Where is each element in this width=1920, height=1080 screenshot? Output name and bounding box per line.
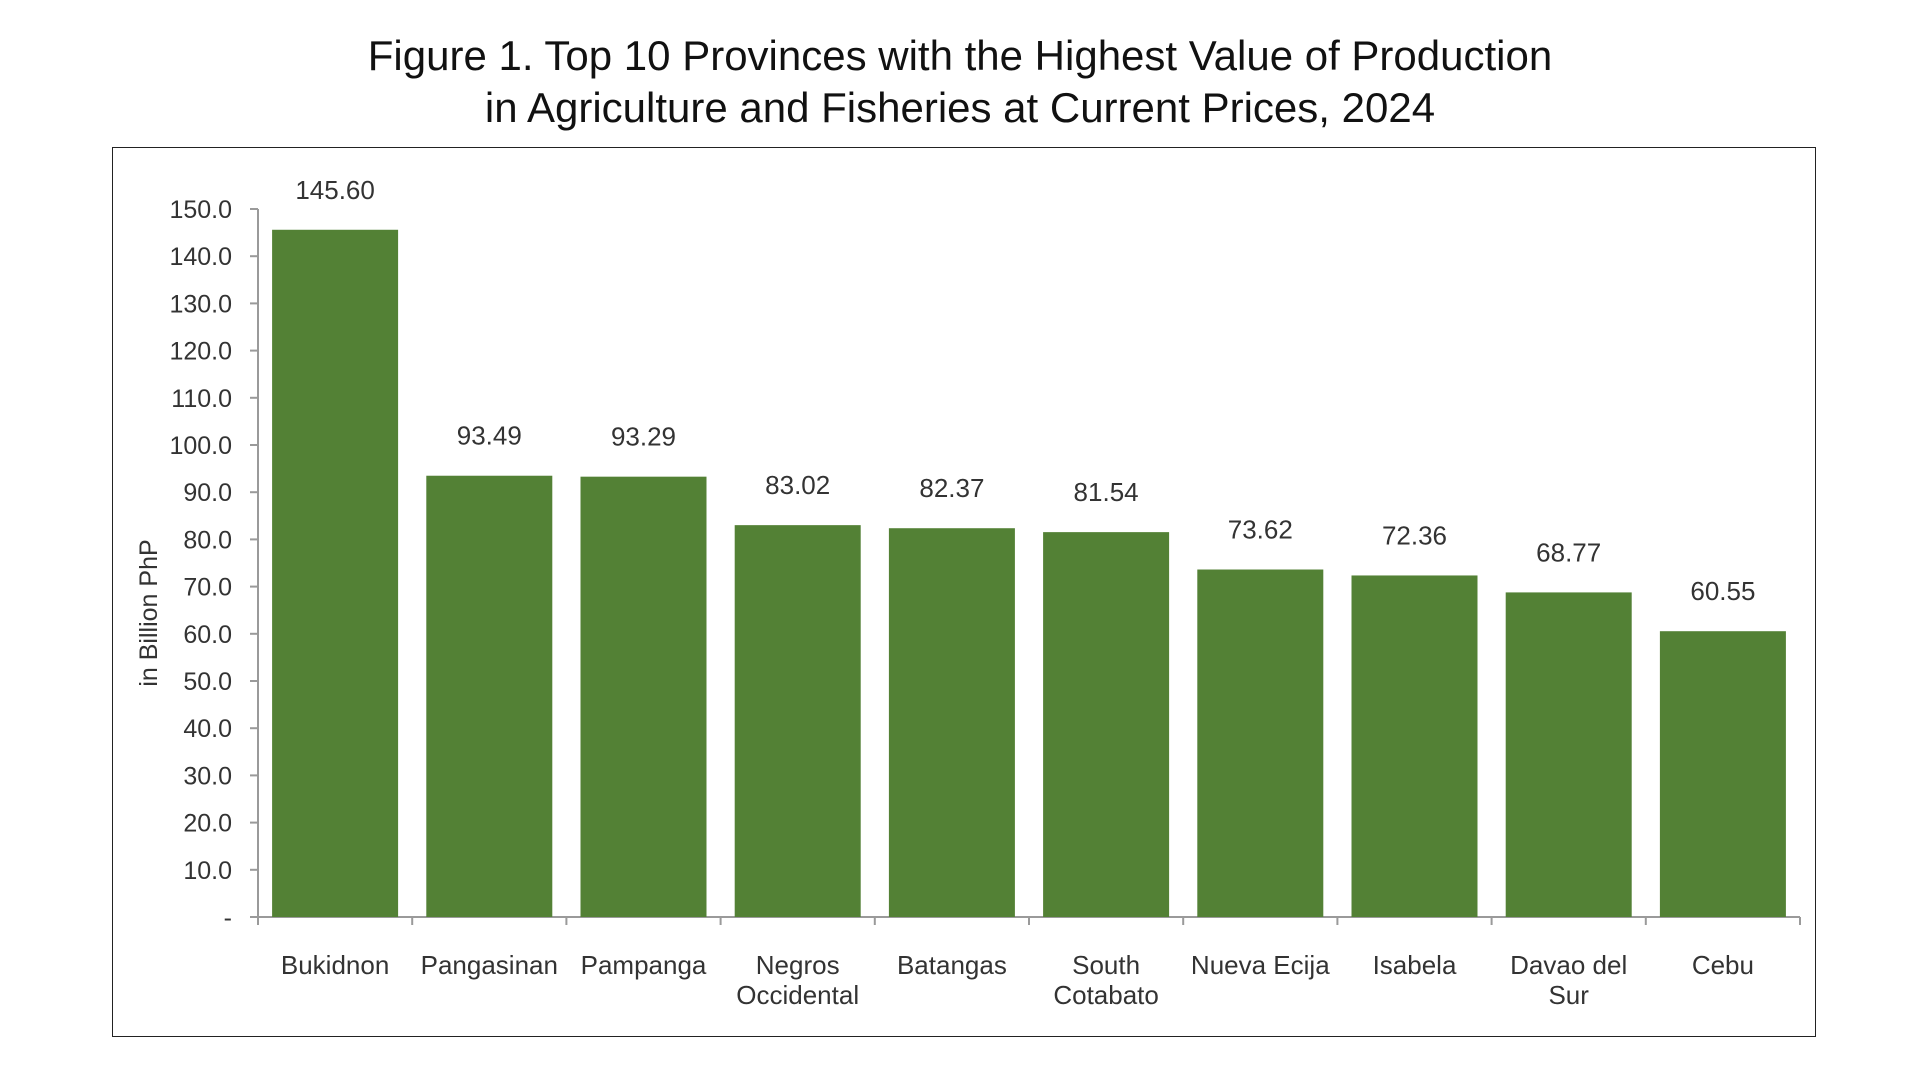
category-label: Davao del	[1510, 950, 1627, 980]
y-tick-label: 140.0	[169, 243, 232, 271]
y-tick-label: 100.0	[169, 432, 232, 460]
bar	[888, 528, 1015, 917]
y-tick-label: 110.0	[171, 385, 232, 413]
data-label: 73.62	[1228, 515, 1293, 545]
y-axis-title: in Billion PhP	[135, 539, 163, 686]
x-axis	[257, 916, 1801, 925]
category-label: Cebu	[1692, 950, 1754, 980]
chart-title-line-2: in Agriculture and Fisheries at Current …	[484, 84, 1436, 131]
y-tick-label: 60.0	[183, 621, 232, 649]
y-tick-label: 90.0	[183, 479, 232, 507]
category-label: Cotabato	[1053, 980, 1159, 1010]
y-tick-label: -	[224, 904, 232, 932]
bar	[1197, 569, 1324, 917]
bar	[426, 475, 553, 917]
y-tick-label: 120.0	[169, 338, 232, 366]
category-labels: Bukidnon Pangasinan Pampanga NegrosOccident…	[281, 950, 1754, 1010]
y-tick-label: 150.0	[169, 196, 232, 224]
category-label: Nueva Ecija	[1191, 950, 1330, 980]
y-axis: - 10.0 20.0 30.0 40.0 50.0 60.0 70.0 80.0 90.0 100…	[169, 196, 259, 932]
data-label: 60.55	[1690, 576, 1755, 606]
bar	[272, 229, 399, 917]
data-label: 93.49	[457, 421, 522, 451]
bar	[1043, 532, 1170, 917]
data-labels: 145.60 93.49 93.29 83.02 82.37 81.54 73.62 72.3…	[295, 175, 1755, 606]
y-tick-label: 70.0	[183, 574, 232, 602]
category-label: South	[1072, 950, 1140, 980]
chart-frame	[112, 147, 1816, 1037]
data-label: 82.37	[919, 473, 984, 503]
bar	[580, 476, 707, 917]
data-label: 93.29	[611, 422, 676, 452]
y-tick-label: 80.0	[183, 526, 232, 554]
category-label: Bukidnon	[281, 950, 389, 980]
bar	[1659, 631, 1786, 917]
y-tick-label: 130.0	[169, 290, 232, 318]
y-tick-label: 40.0	[183, 715, 232, 743]
chart-title-line-1: Figure 1. Top 10 Provinces with the High…	[367, 32, 1553, 79]
category-label: Batangas	[897, 950, 1007, 980]
category-label: Occidental	[736, 980, 859, 1010]
category-label: Sur	[1548, 980, 1589, 1010]
data-label: 72.36	[1382, 520, 1447, 550]
bars	[272, 229, 1786, 917]
data-label: 81.54	[1074, 477, 1139, 507]
bar	[1351, 575, 1478, 917]
y-tick-label: 10.0	[183, 857, 232, 885]
bar	[734, 525, 861, 917]
category-label: Isabela	[1373, 950, 1457, 980]
y-tick-label: 30.0	[183, 762, 232, 790]
y-tick-label: 50.0	[183, 668, 232, 696]
chart-title: Figure 1. Top 10 Provinces with the High…	[0, 30, 1920, 134]
data-label: 145.60	[295, 175, 375, 205]
data-label: 83.02	[765, 470, 830, 500]
y-tick-label: 20.0	[183, 810, 232, 838]
data-label: 68.77	[1536, 537, 1601, 567]
bar	[1505, 592, 1632, 917]
category-label: Negros	[756, 950, 840, 980]
category-label: Pangasinan	[421, 950, 558, 980]
category-label: Pampanga	[581, 950, 707, 980]
